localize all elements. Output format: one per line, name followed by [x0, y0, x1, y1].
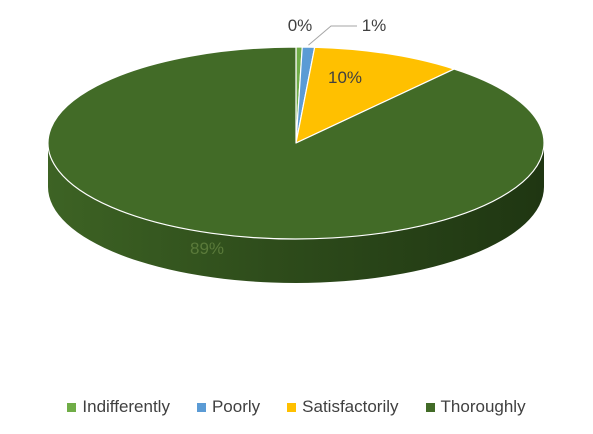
legend-item-satisfactorily: Satisfactorily: [287, 397, 399, 417]
legend-swatch: [287, 402, 297, 412]
legend-item-poorly: Poorly: [196, 397, 261, 417]
side-thoroughly: [48, 143, 544, 283]
legend-item-thoroughly: Thoroughly: [425, 397, 526, 417]
slice-thoroughly: [47, 46, 545, 240]
legend-label: Satisfactorily: [302, 397, 399, 416]
data-label-satisfactorily: 10%: [328, 68, 362, 87]
legend-label: Indifferently: [82, 397, 170, 416]
data-label-indifferently: 0%: [288, 16, 313, 35]
legend-swatch: [196, 402, 206, 412]
pie-side-wall: [48, 143, 544, 283]
data-label-thoroughly: 89%: [190, 239, 224, 258]
leader-line-poorly: [308, 25, 357, 46]
legend-label: Thoroughly: [440, 397, 526, 416]
data-labels: 0% 1% 10% 89%: [190, 16, 386, 258]
legend-swatch: [425, 402, 435, 412]
legend-label: Poorly: [211, 397, 261, 416]
legend-item-indifferently: Indifferently: [67, 397, 170, 417]
slice-satisfactorily: [295, 46, 455, 144]
leader-lines: [308, 25, 357, 46]
legend: Indifferently Poorly Satisfactorily Thoroug…: [0, 392, 593, 422]
data-label-poorly: 1%: [362, 16, 387, 35]
legend-swatch: [67, 402, 77, 412]
pie-top-face: [47, 46, 545, 240]
